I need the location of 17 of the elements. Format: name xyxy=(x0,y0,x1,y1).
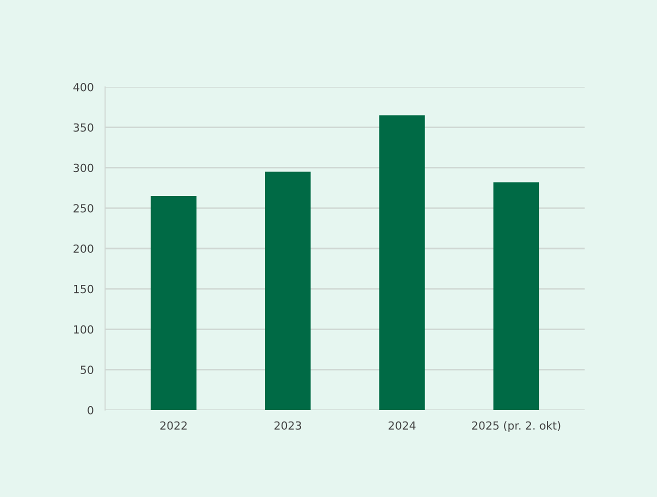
y-tick-label: 300 xyxy=(74,164,94,172)
y-tick-label: 150 xyxy=(74,284,94,294)
bar xyxy=(150,196,196,410)
bar xyxy=(493,182,540,410)
x-tick-label: 2025 (pr. 2. okt) xyxy=(472,421,560,432)
y-tick-label: 100 xyxy=(74,325,94,334)
y-tick-label: 50 xyxy=(80,366,94,374)
y-tick-label: 400 xyxy=(73,82,94,92)
bar xyxy=(379,115,425,410)
bar xyxy=(264,172,311,410)
x-tick-label: 2023 xyxy=(274,421,302,430)
y-tick-label: 250 xyxy=(74,204,94,212)
y-tick-label: 200 xyxy=(74,244,94,253)
x-tick-label: 2022 xyxy=(160,421,187,430)
y-tick-label: 350 xyxy=(74,123,94,132)
y-tick-label: 0 xyxy=(88,406,94,414)
x-tick-label: 2024 xyxy=(388,421,416,430)
